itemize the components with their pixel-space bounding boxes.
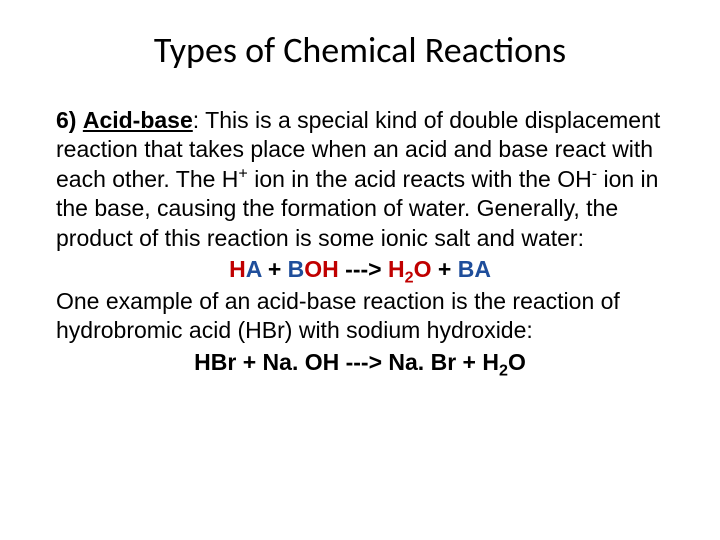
paragraph-1: 6) Acid-base: This is a special kind of … <box>56 106 664 253</box>
section-number: 6) <box>56 107 76 133</box>
eq1-O: O <box>414 256 432 282</box>
eq2-sub2: 2 <box>499 361 508 379</box>
eq1-H: H <box>229 256 246 282</box>
eq1-OH: OH <box>304 256 339 282</box>
body-text: 6) Acid-base: This is a special kind of … <box>56 106 664 377</box>
eq1-BA-A: A <box>474 256 491 282</box>
equation-1: HA + BOH ---> H2O + BA <box>56 255 664 284</box>
paragraph-2: One example of an acid-base reaction is … <box>56 287 664 346</box>
section-heading: Acid-base <box>83 107 193 133</box>
equation-2: HBr + Na. OH ---> Na. Br + H2O <box>56 348 664 377</box>
para1-b: ion in the acid reacts with the OH <box>248 166 592 192</box>
eq1-B: B <box>288 256 305 282</box>
eq2-O: O <box>508 349 526 375</box>
eq1-plus2: + <box>431 256 457 282</box>
eq1-arrow: ---> <box>339 256 388 282</box>
superscript-plus: + <box>238 164 247 182</box>
eq1-BA-B: B <box>458 256 475 282</box>
eq1-A: A <box>246 256 262 282</box>
eq1-H2: H <box>388 256 405 282</box>
eq1-plus: + <box>261 256 287 282</box>
eq2-lhs: HBr + Na. OH ---> Na. Br + H <box>194 349 499 375</box>
eq1-sub2: 2 <box>405 269 414 287</box>
page-title: Types of Chemical Reactions <box>56 28 664 72</box>
